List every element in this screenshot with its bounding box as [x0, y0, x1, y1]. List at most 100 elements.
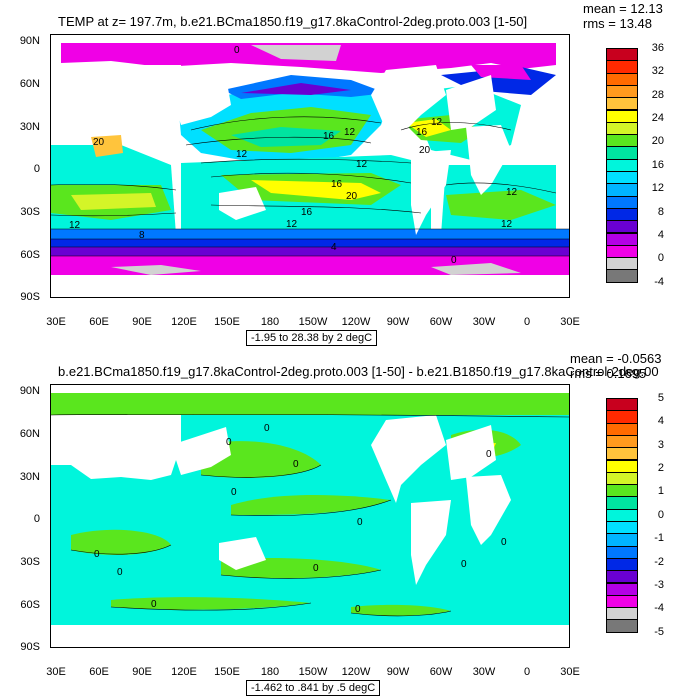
colorbar-swatch: [606, 207, 638, 222]
colorbar-swatch: [606, 257, 638, 271]
bottom-lon-label: 60E: [89, 666, 109, 678]
colorbar-swatch: [606, 521, 638, 535]
colorbar-tick-label: 0: [657, 252, 664, 265]
bottom-lon-label: 150E: [214, 666, 240, 678]
top-land-masses: [51, 35, 569, 297]
top-lon-label: 60E: [89, 316, 109, 328]
bottom-lat-label: 30S: [20, 556, 40, 568]
bottom-lon-label: 30W: [472, 666, 496, 678]
colorbar-tick-label: 12: [651, 182, 664, 195]
top-lon-label: 90E: [132, 316, 152, 328]
colorbar-tick-label: 8: [657, 205, 664, 218]
colorbar-tick-label: 24: [651, 112, 664, 125]
colorbar-swatch: [606, 220, 638, 234]
contour-label: 12: [69, 220, 81, 231]
colorbar-tick-label: -4: [654, 602, 664, 615]
colorbar-swatch: [606, 557, 638, 572]
contour-label: 12: [501, 219, 513, 230]
contour-label: 20: [346, 191, 358, 202]
colorbar-tick-label: 4: [657, 415, 664, 428]
contour-label: 12: [356, 159, 368, 170]
colorbar-tick-label: -2: [654, 555, 664, 568]
top-lon-label: 150E: [214, 316, 240, 328]
top-lat-label: 90S: [20, 291, 40, 303]
top-lat-label: 60S: [20, 249, 40, 261]
colorbar-swatch: [606, 171, 638, 185]
contour-label: 20: [419, 145, 431, 156]
colorbar-swatch: [606, 434, 638, 449]
colorbar-swatch: [606, 97, 638, 111]
contour-label: 0: [501, 537, 507, 548]
bottom-lat-label: 90S: [20, 641, 40, 653]
bottom-lon-label: 30E: [560, 666, 580, 678]
colorbar-swatch: [606, 545, 638, 559]
colorbar-swatch: [606, 195, 638, 209]
top-map-title: TEMP at z= 197.7m, b.e21.BCma1850.f19_g1…: [58, 14, 528, 29]
colorbar-swatch: [606, 533, 638, 547]
colorbar-tick-label: 0: [657, 508, 664, 521]
bottom-lon-label: 60W: [429, 666, 453, 678]
colorbar-swatch: [606, 619, 638, 633]
contour-label: 12: [236, 149, 248, 160]
colorbar-swatch: [606, 183, 638, 197]
colorbar-swatch: [606, 582, 638, 596]
colorbar-tick-label: 28: [651, 88, 664, 101]
colorbar-swatch: [606, 447, 638, 461]
bottom-lat-label: 90N: [19, 385, 40, 397]
colorbar-swatch: [606, 60, 638, 74]
colorbar-swatch: [606, 570, 638, 584]
colorbar-tick-label: 36: [651, 42, 664, 54]
bottom-map-title: b.e21.BCma1850.f19_g17.8kaControl-2deg.p…: [58, 364, 659, 379]
colorbar-swatch: [606, 496, 638, 510]
colorbar-swatch: [606, 134, 638, 148]
bottom-contour-lines: [51, 413, 569, 617]
bottom-map-field: 0 0 0 0 0 0 0 0 0 0 0 0 0: [51, 385, 569, 647]
contour-label: 0: [264, 423, 270, 434]
bottom-lon-label: 0: [523, 666, 531, 678]
bottom-lon-label: 90E: [132, 666, 152, 678]
colorbar-tick-label: 2: [657, 462, 664, 475]
colorbar-swatch: [606, 146, 638, 160]
bottom-map-panel: b.e21.BCma1850.f19_g17.8kaControl-2deg.p…: [0, 350, 700, 700]
colorbar-swatch: [606, 398, 638, 412]
colorbar-tick-label: -1: [654, 532, 664, 545]
top-range-label: -1.95 to 28.38 by 2 degC: [246, 330, 378, 346]
bottom-lon-label: 180: [260, 666, 280, 678]
contour-label: 0: [357, 517, 363, 528]
colorbar-tick-label: 32: [651, 65, 664, 78]
colorbar-swatch: [606, 109, 638, 123]
contour-label: 16: [331, 179, 343, 190]
contour-label: 0: [234, 45, 240, 56]
contour-label: 16: [323, 131, 335, 142]
top-lat-label: 60N: [19, 78, 40, 90]
top-lon-label: 120W: [341, 316, 371, 328]
colorbar-swatch: [606, 594, 638, 609]
colorbar-swatch: [606, 232, 638, 246]
top-lon-label: 30E: [46, 316, 66, 328]
bottom-lon-label: 90W: [386, 666, 410, 678]
colorbar-tick-label: -3: [654, 578, 664, 591]
top-contour-lines: [51, 116, 569, 257]
bottom-contour-labels: 0 0 0 0 0 0 0 0 0 0 0 0 0: [94, 423, 507, 615]
top-map-panel: TEMP at z= 197.7m, b.e21.BCma1850.f19_g1…: [19, 1, 664, 346]
contour-label: 12: [286, 219, 298, 230]
contour-label: 0: [451, 255, 457, 266]
contour-label: 16: [416, 127, 428, 138]
colorbar-swatch: [606, 84, 638, 99]
top-lat-label: 90N: [19, 35, 40, 47]
contour-label: 12: [431, 117, 443, 128]
colorbar-swatch: [606, 422, 638, 436]
bottom-lat-label: 60S: [20, 599, 40, 611]
top-lat-label: 30N: [19, 121, 40, 133]
top-lon-label: 0: [523, 316, 531, 328]
contour-label: 12: [344, 127, 356, 138]
contour-label: 0: [461, 559, 467, 570]
colorbar-tick-label: 16: [651, 158, 664, 171]
colorbar-swatch: [606, 508, 638, 522]
contour-label: 0: [231, 487, 237, 498]
colorbar-swatch: [606, 269, 638, 283]
colorbar-tick-label: -5: [654, 625, 664, 638]
bottom-lat-label: 0: [33, 513, 40, 525]
colorbar-swatch: [606, 471, 638, 486]
top-lat-label: 30S: [20, 206, 40, 218]
